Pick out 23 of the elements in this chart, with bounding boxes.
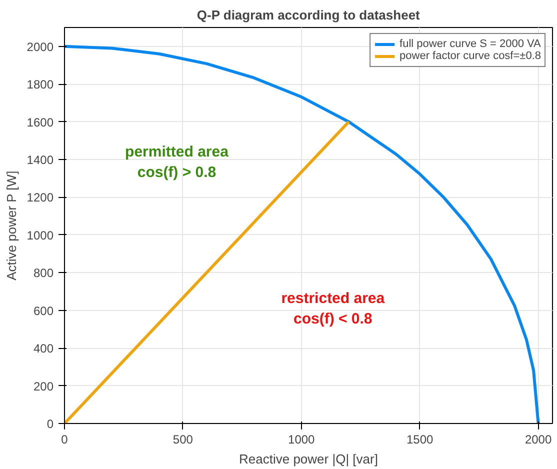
y-tick-label: 1600	[26, 115, 54, 130]
y-tick-label: 1800	[26, 78, 54, 92]
y-tick-label: 1000	[26, 228, 54, 242]
x-tick-label: 2000	[524, 432, 552, 446]
legend-label: power factor curve cosf=±0.8	[400, 50, 541, 62]
x-tick-label: 500	[172, 432, 194, 446]
annotation: restricted area cos(f) < 0.8	[281, 290, 386, 328]
y-tick-label: 1400	[26, 153, 54, 167]
chart-title: Q-P diagram according to datasheet	[196, 8, 421, 22]
y-tick-label: 600	[33, 304, 54, 318]
y-tick-label: 0	[46, 417, 54, 431]
y-tick-label: 2000	[26, 40, 54, 54]
x-tick-label: 0	[61, 432, 68, 446]
y-tick-label: 200	[33, 379, 54, 394]
y-tick-label: 1200	[26, 190, 54, 205]
legend-label: full power curve S = 2000 VA	[400, 38, 541, 50]
x-axis-title: Reactive power |Q| [var]	[239, 452, 378, 466]
y-axis-title: Active power P [W]	[4, 170, 19, 280]
x-tick-label: 1500	[406, 432, 434, 446]
y-tick-label: 800	[33, 266, 54, 280]
y-tick-label: 400	[33, 342, 54, 356]
annotation: permitted area cos(f) > 0.8	[125, 143, 230, 181]
x-tick-label: 1000	[288, 432, 316, 446]
